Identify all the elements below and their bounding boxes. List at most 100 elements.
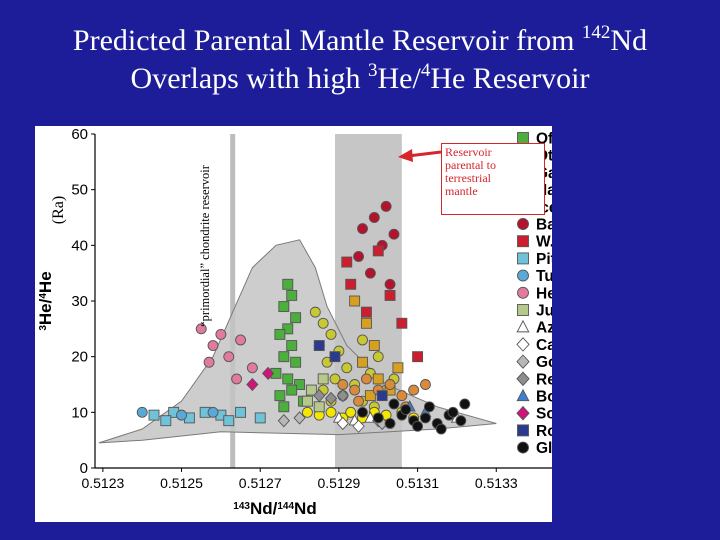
y-tick-label-1: 10: [71, 404, 88, 421]
data-point-s9-4: [235, 334, 247, 346]
x-tick-label-0: 0.5123: [81, 475, 124, 491]
legend-marker-16: [516, 405, 530, 421]
legend-label-14: Reunion: [536, 371, 552, 388]
data-point-s9-0: [195, 323, 207, 335]
title-line1-sup: 142: [581, 22, 611, 43]
annotation-line-1: Reservoir: [445, 145, 492, 159]
data-point-s4-5: [396, 390, 408, 402]
x-axis-label-part-0: 143: [233, 501, 250, 512]
data-point-s5-2: [380, 200, 392, 212]
data-point-s9-2: [215, 328, 227, 340]
data-point-s14-1: [324, 391, 338, 406]
data-point-s6-2: [384, 289, 396, 301]
data-point-s17-0: [313, 340, 325, 351]
data-point-s14-2: [336, 388, 349, 403]
data-point-s10-1: [313, 401, 325, 413]
data-point-s7-6: [254, 412, 266, 424]
data-point-s6-1: [372, 245, 384, 257]
data-point-s18-11: [412, 420, 424, 432]
data-point-s18-13: [459, 398, 471, 410]
title-line2-suffix: He Reservoir: [430, 62, 590, 95]
data-point-s14-0: [313, 388, 326, 403]
x-tick-label-2: 0.5127: [239, 475, 282, 491]
data-point-s7-8: [223, 415, 235, 427]
legend-label-12: Cape Verde: [536, 337, 552, 354]
legend-marker-10: [517, 304, 529, 316]
data-point-s0-15: [278, 401, 290, 413]
x-tick-label-5: 0.5133: [475, 475, 518, 491]
data-point-s2-2: [325, 406, 337, 418]
data-point-s7-7: [160, 415, 172, 427]
legend-label-7: Pitcairn: [536, 251, 552, 268]
data-point-s1-7: [329, 373, 341, 385]
data-point-s18-9: [423, 401, 435, 413]
data-point-s10-3: [317, 373, 329, 385]
data-point-s0-12: [286, 384, 298, 396]
data-point-s5-7: [388, 228, 400, 240]
data-point-s9-7: [231, 373, 243, 385]
x-tick-label-1: 0.5125: [160, 475, 203, 491]
data-point-s18-15: [388, 398, 400, 410]
legend-label-5: Baffin Island: [536, 217, 552, 234]
legend-marker-14: [516, 371, 530, 387]
chondrite-reservoir-line: [230, 134, 236, 468]
data-point-s1-1: [317, 317, 329, 329]
data-point-s3-3: [357, 356, 368, 368]
data-point-s0-13: [274, 390, 286, 402]
data-point-s0-5: [274, 328, 286, 340]
y-tick-label-4: 40: [71, 237, 88, 254]
legend-marker-12: [516, 337, 530, 352]
y-axis-label-part-0: 3: [38, 325, 49, 331]
legend-marker-15: [516, 388, 530, 402]
parental-reservoir-annotation: Reservoir parental to terrestrial mantle: [441, 143, 545, 215]
legend-marker-11: [516, 319, 530, 333]
legend-label-6: W. Greenland Picrites: [536, 234, 552, 251]
data-point-s6-4: [345, 278, 357, 290]
legend-marker-9: [517, 286, 529, 299]
legend-marker-18: [517, 441, 529, 454]
y-axis-unit-label: (Ra): [50, 196, 67, 224]
y-axis-label-part-1: He/: [36, 298, 55, 325]
legend-marker-17: [517, 424, 529, 437]
annotation-line-2: parental to: [445, 158, 496, 172]
x-axis-label-part-1: Nd/: [250, 499, 278, 518]
legend-label-18: Global MORB: [536, 440, 552, 457]
annotation-line-3: terrestrial: [445, 171, 491, 185]
data-point-s8-2: [207, 406, 219, 418]
data-point-s0-11: [294, 379, 306, 390]
title-line2-sup1: 3: [368, 60, 378, 81]
data-point-s10-0: [301, 395, 313, 407]
data-point-s12-1: [352, 419, 365, 433]
data-point-s1-13: [372, 351, 384, 363]
data-point-s18-10: [447, 406, 459, 418]
data-point-s18-8: [400, 404, 412, 415]
legend-label-8: Tubuaii & St. Helena: [536, 268, 552, 285]
legend-marker-7: [517, 252, 529, 265]
data-point-s5-1: [368, 212, 380, 223]
title-line2-mid: He/: [377, 62, 421, 95]
legend-marker-13: [516, 354, 530, 369]
legend-label-13: Gough: [536, 354, 552, 371]
y-axis-label-part-2: 4: [38, 293, 49, 299]
data-point-s0-10: [282, 373, 294, 385]
data-point-s2-0: [301, 406, 313, 418]
data-point-s8-0: [136, 406, 148, 418]
data-point-s18-1: [384, 418, 396, 429]
data-point-s2-4: [345, 406, 357, 418]
data-point-s3-7: [392, 362, 404, 374]
y-tick-label-2: 20: [71, 349, 88, 366]
title-line-2: Overlaps with high 3He/4He Reservoir: [0, 60, 720, 98]
legend-label-11: Azores: [536, 320, 552, 337]
data-point-s0-2: [278, 301, 290, 313]
y-axis-label: 3He/4He: [36, 271, 55, 330]
data-point-s18-4: [420, 412, 431, 424]
data-point-s1-6: [341, 362, 353, 374]
data-point-s10-2: [305, 384, 317, 396]
data-point-s4-1: [349, 384, 361, 396]
data-point-s6-3: [360, 306, 372, 318]
data-point-s4-7: [420, 379, 431, 390]
data-point-s3-1: [360, 317, 372, 329]
x-tick-label-4: 0.5131: [396, 475, 439, 491]
data-point-s0-1: [286, 289, 298, 301]
legend-label-9: Heardand Kerguelen: [536, 285, 552, 302]
